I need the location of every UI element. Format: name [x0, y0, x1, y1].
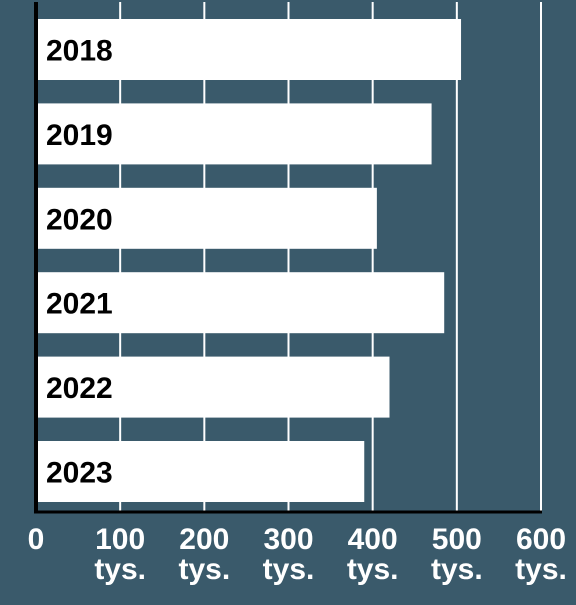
category-label-2020: 2020: [46, 203, 113, 236]
x-tick-value-0: 0: [28, 523, 45, 556]
bar-2020: [36, 187, 377, 249]
x-tick-value-200: 200: [179, 523, 229, 556]
gridlines: [119, 2, 542, 512]
category-label-2023: 2023: [46, 457, 113, 490]
x-tick-unit-500: tys.: [431, 553, 483, 586]
x-tick-label-0: 0: [28, 523, 45, 556]
x-tick-label-300: 300 tys.: [263, 523, 315, 586]
x-tick-label-200: 200 tys.: [178, 523, 230, 586]
x-axis: 0 100 tys.200 tys.300 tys.400 tys.500 tys.600 t…: [28, 2, 567, 586]
category-label-2022: 2022: [46, 372, 113, 405]
x-tick-unit-100: tys.: [94, 553, 146, 586]
bar-2021: [36, 272, 445, 334]
x-tick-value-400: 400: [348, 523, 398, 556]
category-label-2018: 2018: [46, 35, 113, 68]
x-tick-value-100: 100: [95, 523, 145, 556]
x-tick-label-400: 400 tys.: [347, 523, 399, 586]
bar-2022: [36, 356, 390, 418]
x-tick-value-300: 300: [263, 523, 313, 556]
x-tick-unit-600: tys.: [515, 553, 567, 586]
bar-2019: [36, 103, 432, 165]
bar-2023: [36, 441, 365, 502]
bars: 2018 2019 2020 2021 2022 2023: [36, 19, 462, 502]
bar-2018: [36, 19, 462, 80]
category-label-2021: 2021: [46, 288, 113, 321]
x-tick-value-600: 600: [516, 523, 566, 556]
x-tick-unit-200: tys.: [178, 553, 230, 586]
x-tick-label-500: 500 tys.: [431, 523, 483, 586]
category-label-2019: 2019: [46, 119, 113, 152]
x-tick-unit-400: tys.: [347, 553, 399, 586]
x-tick-unit-300: tys.: [263, 553, 315, 586]
x-tick-label-600: 600 tys.: [515, 523, 567, 586]
x-tick-value-500: 500: [432, 523, 482, 556]
x-tick-label-100: 100 tys.: [94, 523, 146, 586]
